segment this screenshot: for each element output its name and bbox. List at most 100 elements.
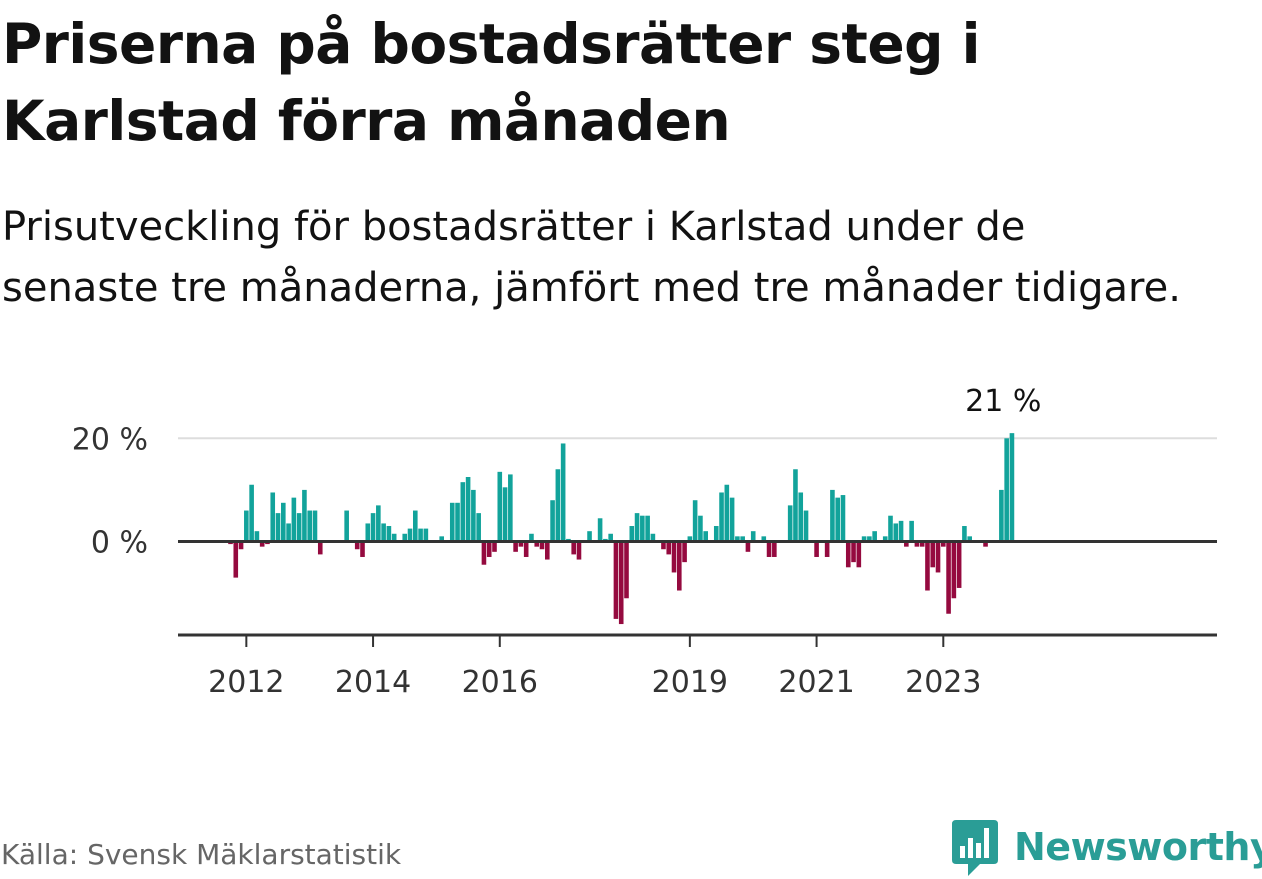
bar: [254, 531, 260, 542]
bar: [249, 484, 254, 542]
bar: [529, 533, 534, 542]
chart-subtitle: Prisutveckling för bostadsrätter i Karls…: [2, 204, 1181, 311]
bar: [465, 477, 471, 542]
bar: [951, 541, 957, 599]
bar: [497, 471, 503, 542]
bar: [354, 541, 360, 550]
bar: [629, 526, 635, 542]
bar: [941, 541, 946, 547]
bar: [671, 541, 677, 573]
bar: [508, 474, 513, 542]
bar: [645, 515, 650, 542]
bar: [830, 489, 835, 542]
bar: [925, 541, 930, 591]
bar: [476, 513, 481, 542]
bar: [439, 536, 444, 542]
source-note: Källa: Svensk Mäklarstatistik: [1, 838, 402, 871]
bar: [1004, 438, 1009, 542]
bar: [798, 492, 804, 542]
bar: [687, 536, 693, 542]
bar: [550, 500, 555, 542]
bar: [513, 541, 518, 552]
bar: [867, 536, 872, 542]
bars: [228, 433, 1015, 625]
bar: [861, 536, 867, 542]
bar: [471, 489, 476, 542]
bar: [909, 520, 914, 542]
bar: [845, 541, 851, 568]
bar: [677, 541, 682, 591]
bar: [238, 541, 244, 550]
bar: [766, 541, 772, 557]
bar: [719, 492, 724, 542]
bar: [893, 523, 899, 542]
bar: [682, 541, 687, 563]
bar: [962, 526, 967, 542]
bar: [275, 513, 281, 542]
bar: [492, 541, 497, 552]
bar: [259, 541, 265, 547]
bar: [233, 541, 239, 578]
bar: [624, 541, 629, 599]
x-tick-label: 2019: [652, 665, 728, 698]
bar: [481, 541, 487, 565]
bar-chart: 0 % 20 % 2012 2014 2016 2019 2021 2023 21 %: [72, 384, 1217, 698]
bar: [286, 523, 291, 542]
bar: [455, 502, 460, 542]
brand-name: Newsworthy: [1014, 825, 1262, 869]
bar: [640, 515, 645, 542]
bar: [423, 528, 429, 542]
chart-title: Priserna på bostadsrätter steg i Karlsta…: [2, 12, 981, 153]
bar: [545, 541, 550, 560]
bar: [967, 536, 972, 542]
bar: [898, 520, 904, 542]
bar: [772, 541, 777, 557]
bar: [312, 510, 318, 542]
bar: [402, 533, 408, 542]
bar: [560, 443, 566, 542]
bar: [418, 528, 423, 542]
last-value-label: 21 %: [965, 384, 1041, 419]
bar: [724, 484, 730, 542]
x-tick-label: 2014: [335, 665, 411, 698]
bar: [956, 541, 962, 588]
x-tick-label: 2012: [208, 665, 284, 698]
bar: [882, 536, 888, 542]
bar: [244, 510, 249, 542]
bar: [814, 541, 819, 557]
bar: [698, 515, 703, 542]
bar: [930, 541, 936, 568]
bar: [703, 531, 708, 542]
bar: [914, 541, 920, 547]
bar: [761, 536, 767, 542]
bar: [872, 531, 877, 542]
bar: [449, 502, 455, 542]
x-tick-label: 2021: [778, 665, 854, 698]
x-tick-label: 2023: [905, 665, 981, 698]
bar: [370, 513, 376, 542]
bar: [587, 531, 592, 542]
bar: [281, 502, 286, 542]
bar: [618, 541, 624, 625]
bar: [735, 536, 740, 542]
y-tick-label: 20 %: [72, 422, 148, 457]
bar: [824, 541, 830, 557]
bar: [856, 541, 862, 568]
bar: [740, 536, 745, 542]
bar: [983, 541, 988, 547]
newsworthy-logo-icon: [952, 820, 998, 876]
bar: [999, 489, 1004, 542]
x-tick-label: 2016: [462, 665, 538, 698]
bar: [518, 541, 524, 547]
bar: [344, 510, 349, 542]
bar: [888, 515, 893, 542]
bar: [919, 541, 925, 547]
bar: [523, 541, 529, 557]
bar: [661, 541, 666, 550]
bar: [571, 541, 576, 555]
bar: [302, 489, 307, 542]
bar: [296, 513, 302, 542]
bar: [534, 541, 540, 547]
bar: [307, 510, 312, 542]
newsworthy-logo[interactable]: Newsworthy: [950, 816, 1262, 878]
